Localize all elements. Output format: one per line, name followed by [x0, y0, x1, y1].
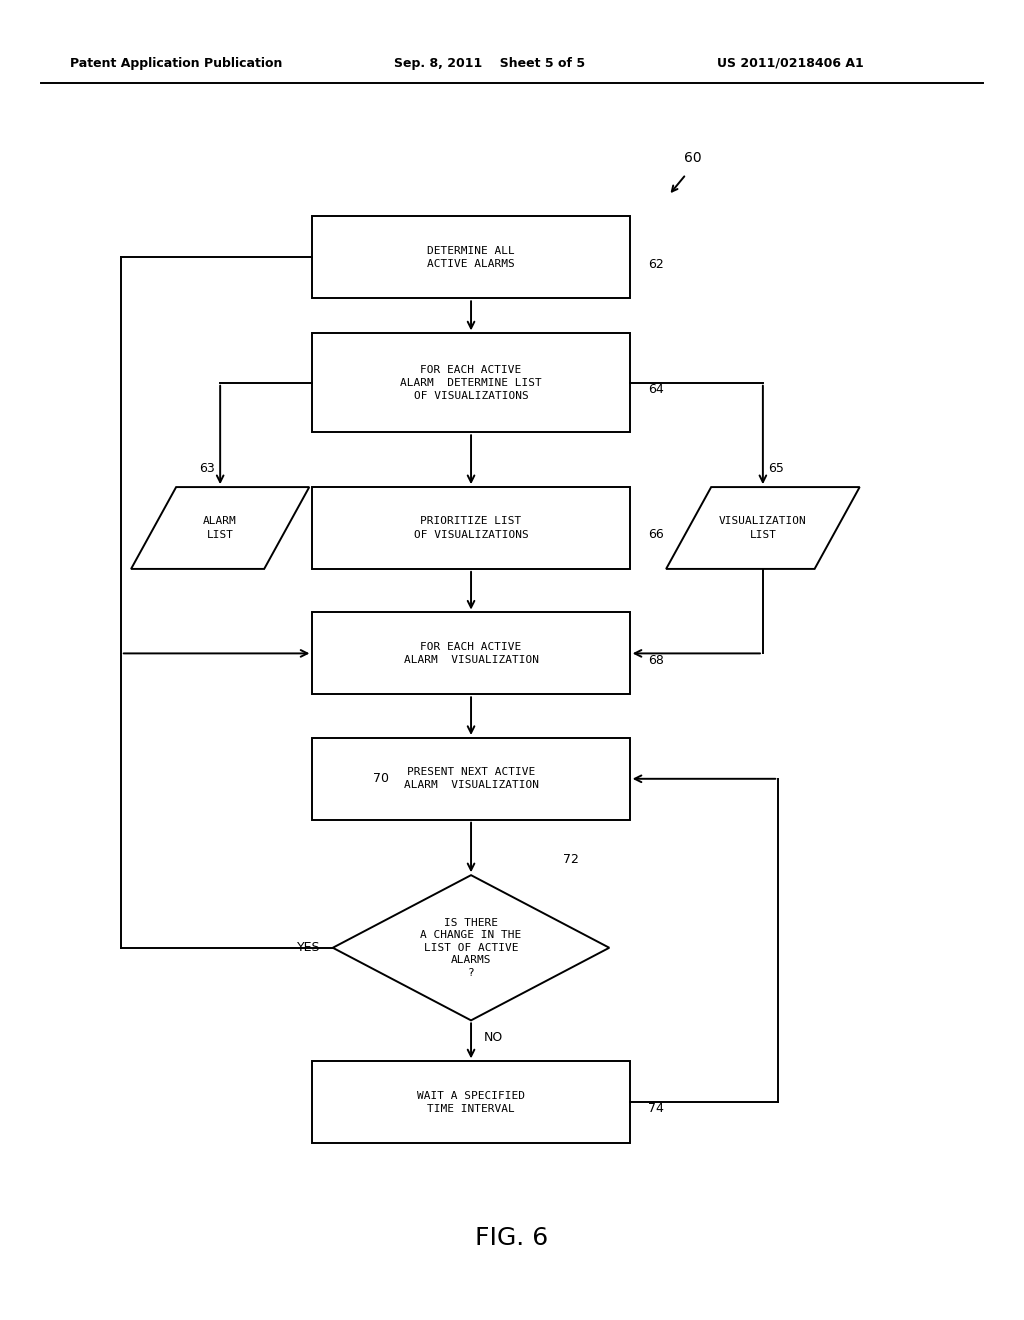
Text: US 2011/0218406 A1: US 2011/0218406 A1	[717, 57, 863, 70]
Polygon shape	[333, 875, 609, 1020]
Text: 74: 74	[648, 1102, 665, 1115]
Text: PRIORITIZE LIST
OF VISUALIZATIONS: PRIORITIZE LIST OF VISUALIZATIONS	[414, 516, 528, 540]
Polygon shape	[666, 487, 860, 569]
Bar	[312, 487, 630, 569]
Text: ALARM
LIST: ALARM LIST	[204, 516, 237, 540]
Text: PRESENT NEXT ACTIVE
ALARM  VISUALIZATION: PRESENT NEXT ACTIVE ALARM VISUALIZATION	[403, 767, 539, 791]
Text: FOR EACH ACTIVE
ALARM  VISUALIZATION: FOR EACH ACTIVE ALARM VISUALIZATION	[403, 642, 539, 665]
Text: Patent Application Publication: Patent Application Publication	[70, 57, 282, 70]
Text: FOR EACH ACTIVE
ALARM  DETERMINE LIST
OF VISUALIZATIONS: FOR EACH ACTIVE ALARM DETERMINE LIST OF …	[400, 364, 542, 401]
Text: YES: YES	[297, 941, 321, 954]
Text: 66: 66	[648, 528, 664, 541]
Text: IS THERE
A CHANGE IN THE
LIST OF ACTIVE
ALARMS
?: IS THERE A CHANGE IN THE LIST OF ACTIVE …	[421, 917, 521, 978]
Bar	[312, 612, 630, 694]
Text: 72: 72	[563, 853, 580, 866]
Bar	[312, 1061, 630, 1143]
Text: 62: 62	[648, 257, 664, 271]
Polygon shape	[131, 487, 309, 569]
Text: 60: 60	[684, 150, 702, 165]
Text: Sep. 8, 2011    Sheet 5 of 5: Sep. 8, 2011 Sheet 5 of 5	[394, 57, 586, 70]
Text: NO: NO	[483, 1031, 503, 1044]
Text: 64: 64	[648, 383, 664, 396]
Text: 63: 63	[200, 462, 215, 475]
Text: 65: 65	[768, 462, 784, 475]
Bar	[312, 334, 630, 433]
Text: 70: 70	[373, 772, 389, 785]
Text: DETERMINE ALL
ACTIVE ALARMS: DETERMINE ALL ACTIVE ALARMS	[427, 246, 515, 269]
Bar	[312, 738, 630, 820]
Bar	[312, 216, 630, 298]
Text: VISUALIZATION
LIST: VISUALIZATION LIST	[719, 516, 807, 540]
Text: 68: 68	[648, 653, 665, 667]
Text: WAIT A SPECIFIED
TIME INTERVAL: WAIT A SPECIFIED TIME INTERVAL	[417, 1090, 525, 1114]
Text: FIG. 6: FIG. 6	[475, 1226, 549, 1250]
